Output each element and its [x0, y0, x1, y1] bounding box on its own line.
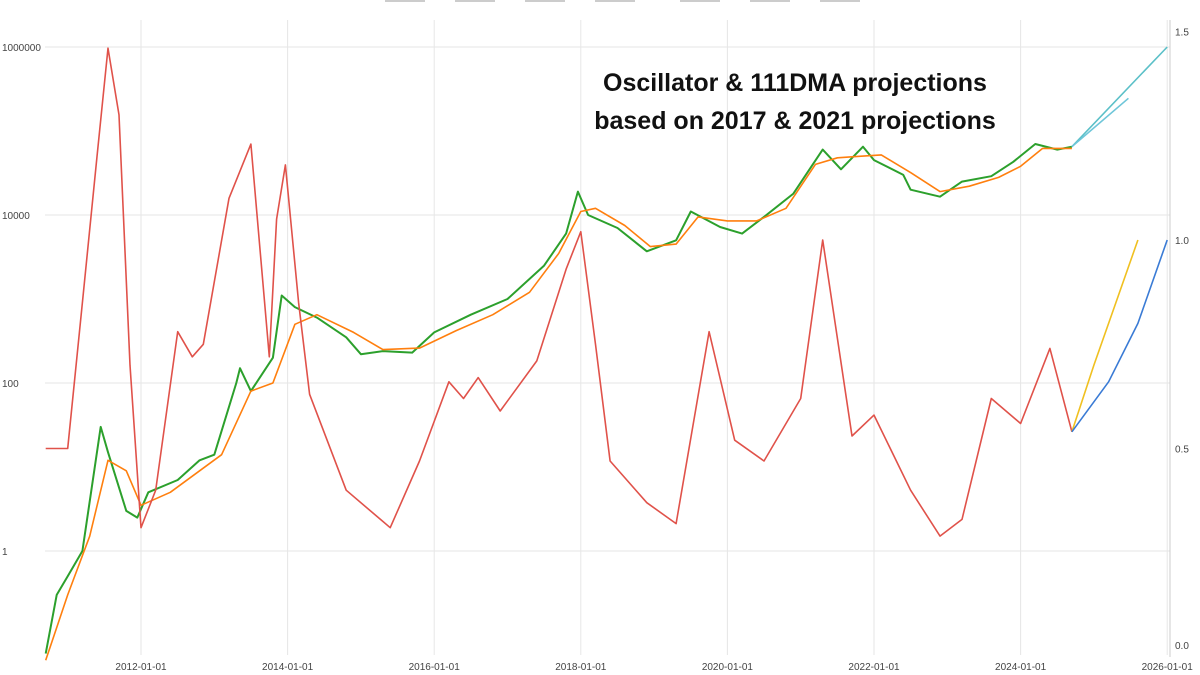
legend-entry [525, 0, 565, 2]
y-left-tick-label: 1000000 [2, 43, 41, 54]
y-left-tick-label: 10000 [2, 211, 30, 222]
x-tick-label: 2020-01-01 [702, 662, 754, 673]
legend-entry [595, 0, 635, 2]
legend-entry [750, 0, 790, 2]
annotation-line-1: Oscillator & 111DMA projections [603, 69, 987, 97]
y-left-tick-label: 100 [2, 379, 19, 390]
x-tick-label: 2024-01-01 [995, 662, 1047, 673]
series-oscillator-projection-2017 [1071, 239, 1139, 433]
x-tick-label: 2022-01-01 [848, 662, 900, 673]
x-tick-label: 2014-01-01 [262, 662, 314, 673]
annotation-line-2: based on 2017 & 2021 projections [594, 107, 996, 135]
legend-entry [820, 0, 860, 2]
series-price [44, 143, 1073, 654]
series-oscillator [45, 47, 1073, 537]
chart-annotation: Oscillator & 111DMA projections based on… [560, 64, 1030, 140]
y-right-tick-label: 0.5 [1175, 445, 1189, 456]
legend-entry [455, 0, 495, 2]
x-tick-label: 2012-01-01 [115, 662, 167, 673]
y-left-tick-label: 1 [2, 547, 8, 558]
legend-entry [680, 0, 720, 2]
x-tick-label: 2016-01-01 [409, 662, 461, 673]
x-tick-label: 2026-01-01 [1142, 662, 1194, 673]
series-111day-avg [44, 147, 1072, 661]
y-right-tick-label: 1.0 [1175, 236, 1189, 247]
legend-entry [385, 0, 425, 2]
x-tick-label: 2018-01-01 [555, 662, 607, 673]
y-right-tick-label: 1.5 [1175, 28, 1189, 39]
series-oscillator-projection-2021 [1071, 239, 1168, 433]
series-price-projection-2017 [1071, 46, 1168, 148]
series-price-projection-2021 [1071, 97, 1129, 148]
y-right-tick-label: 0.0 [1175, 641, 1189, 652]
